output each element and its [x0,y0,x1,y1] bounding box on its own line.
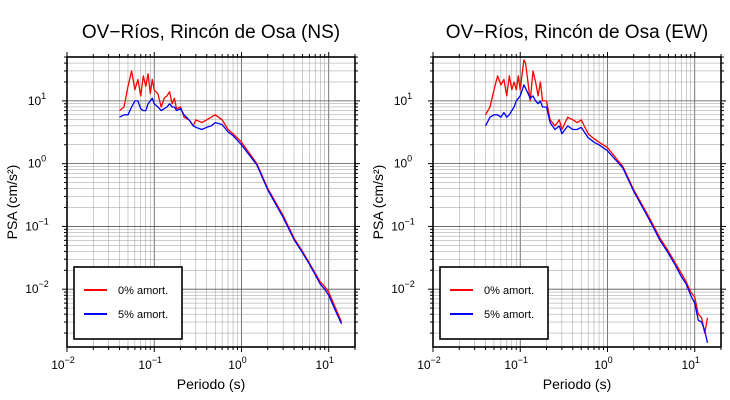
tick-base: 10 [391,219,405,233]
tick-base: 10 [28,94,42,108]
tick-exponent: −1 [152,355,162,365]
tick-base: 10 [394,94,408,108]
legend-label: 0% amort. [118,285,168,297]
legend: 0% amort. 5% amort. [439,266,549,340]
tick-exponent: 1 [695,355,700,365]
legend-box [439,266,549,340]
plot-frame [432,56,722,348]
y-tick-label: 10−1 [25,216,49,233]
tick-base: 10 [28,157,42,171]
y-tick-label: 10−1 [391,216,415,233]
x-tick-label: 10−2 [417,355,441,372]
x-axis-label: Periodo (s) [543,376,611,392]
tick-exponent: −1 [39,216,49,226]
grid [62,52,360,352]
tick-base: 10 [682,358,696,372]
tick-exponent: 0 [41,154,46,164]
x-axis-label: Periodo (s) [177,376,245,392]
chart-title: OV−Ríos, Rincón de Osa (EW) [446,22,708,43]
x-tick-label: 10−2 [51,355,75,372]
tick-exponent: 0 [242,355,247,365]
plot-frame [66,56,356,348]
tick-base: 10 [51,358,65,372]
tick-base: 10 [594,358,608,372]
x-tick-label: 101 [682,355,700,372]
tick-base: 10 [391,282,405,296]
tick-base: 10 [138,358,152,372]
y-tick-label: 101 [28,91,46,108]
tick-base: 10 [417,358,431,372]
tick-exponent: −2 [431,355,441,365]
legend-label: 0% amort. [484,285,534,297]
legend: 0% amort. 5% amort. [73,266,183,340]
series-line-blue [119,97,343,325]
tick-exponent: −1 [405,216,415,226]
series-line-blue [484,84,709,343]
tick-exponent: −2 [39,279,49,289]
y-axis-label: PSA (cm/s²) [370,165,386,240]
x-tick-label: 100 [228,355,246,372]
y-axis-label: PSA (cm/s²) [4,165,20,240]
legend-box [73,266,183,340]
tick-base: 10 [504,358,518,372]
x-tick-label: 10−1 [138,355,162,372]
tick-base: 10 [394,157,408,171]
tick-exponent: 1 [407,91,412,101]
y-tick-label: 100 [28,154,46,171]
tick-exponent: −2 [65,355,75,365]
y-tick-label: 100 [394,154,412,171]
x-tick-label: 10−1 [504,355,528,372]
tick-exponent: −1 [518,355,528,365]
x-tick-label: 101 [316,355,334,372]
tick-base: 10 [228,358,242,372]
tick-base: 10 [25,219,39,233]
legend-label: 5% amort. [484,309,534,321]
tick-exponent: 1 [41,91,46,101]
series-line-red [484,59,709,334]
tick-base: 10 [25,282,39,296]
y-tick-label: 10−2 [25,279,49,296]
series-line-red [119,70,343,323]
y-tick-label: 101 [394,91,412,108]
tick-exponent: 0 [608,355,613,365]
tick-exponent: 1 [329,355,334,365]
tick-exponent: 0 [407,154,412,164]
y-tick-label: 10−2 [391,279,415,296]
tick-base: 10 [316,358,330,372]
chart-title: OV−Ríos, Rincón de Osa (NS) [82,22,340,43]
tick-exponent: −2 [405,279,415,289]
x-tick-label: 100 [594,355,612,372]
legend-label: 5% amort. [118,309,168,321]
